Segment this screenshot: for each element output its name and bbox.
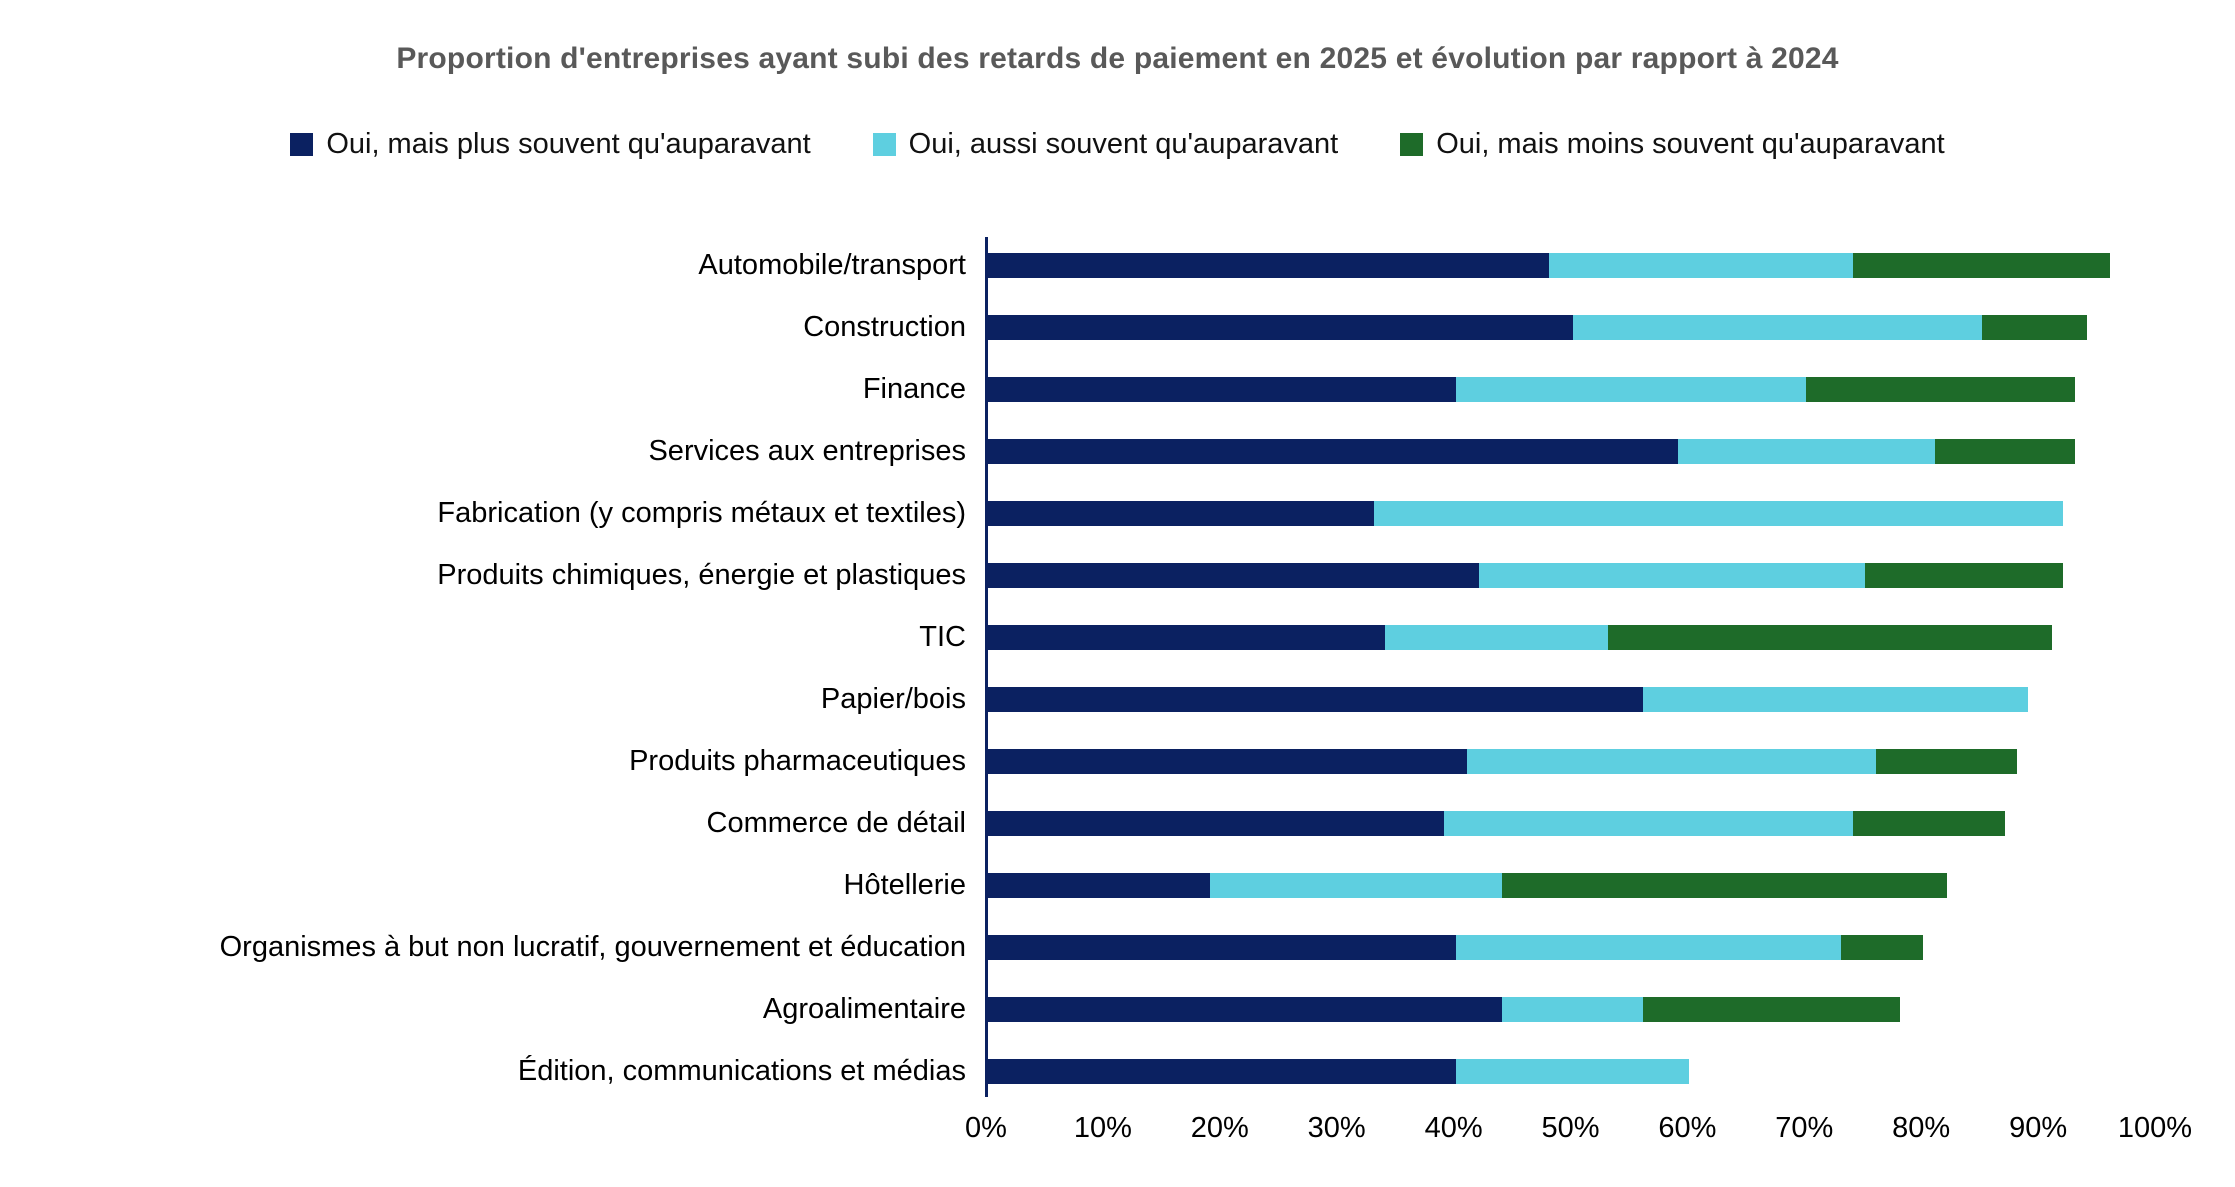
bar-row xyxy=(988,253,2157,278)
bar-segment-series-1 xyxy=(988,439,1678,464)
bar-segment-series-3 xyxy=(1864,563,2064,588)
bar-segment-series-1 xyxy=(988,997,1503,1022)
x-axis-tick-label: 80% xyxy=(1892,1112,1951,1144)
legend-item: Oui, mais plus souvent qu'auparavant xyxy=(290,128,811,161)
bar-segment-series-2 xyxy=(1677,439,1935,464)
bar-segment-series-2 xyxy=(1455,1059,1690,1084)
x-axis-tick-label: 50% xyxy=(1541,1112,1600,1144)
bar-row xyxy=(988,501,2157,526)
bar-row xyxy=(988,687,2157,712)
category-label: Hôtellerie xyxy=(843,869,967,901)
x-axis-tick-label: 0% xyxy=(965,1112,1007,1144)
category-label: Produits pharmaceutiques xyxy=(629,745,966,777)
legend-item: Oui, mais moins souvent qu'auparavant xyxy=(1400,128,1945,161)
x-axis-tick-label: 20% xyxy=(1190,1112,1249,1144)
bar-segment-series-3 xyxy=(1806,377,2076,402)
x-axis-tick-label: 40% xyxy=(1424,1112,1483,1144)
bar-segment-series-2 xyxy=(1385,625,1608,650)
x-axis-tick-label: 90% xyxy=(2009,1112,2068,1144)
category-label: Agroalimentaire xyxy=(762,993,966,1025)
bar-segment-series-2 xyxy=(1467,749,1877,774)
chart-legend: Oui, mais plus souvent qu'auparavant Oui,… xyxy=(0,128,2235,161)
bar-row xyxy=(988,563,2157,588)
bar-row xyxy=(988,997,2157,1022)
bar-segment-series-3 xyxy=(1981,315,2087,340)
category-label: Services aux entreprises xyxy=(648,435,966,467)
bar-segment-series-3 xyxy=(1607,625,2052,650)
bar-segment-series-3 xyxy=(1841,935,1924,960)
x-axis-tick-label: 10% xyxy=(1073,1112,1132,1144)
bar-row xyxy=(988,1059,2157,1084)
category-label: Produits chimiques, énergie et plastique… xyxy=(437,559,966,591)
bar-segment-series-2 xyxy=(1443,811,1854,836)
bar-row xyxy=(988,811,2157,836)
y-axis-line xyxy=(985,237,988,1097)
bar-segment-series-3 xyxy=(1853,811,2006,836)
bar-segment-series-2 xyxy=(1373,501,2064,526)
bar-segment-series-3 xyxy=(1934,439,2076,464)
bar-segment-series-1 xyxy=(988,253,1550,278)
bar-segment-series-1 xyxy=(988,1059,1456,1084)
bar-segment-series-1 xyxy=(988,315,1573,340)
bar-segment-series-2 xyxy=(1478,563,1865,588)
bar-row xyxy=(988,439,2157,464)
bar-segment-series-1 xyxy=(988,687,1643,712)
legend-swatch-icon xyxy=(872,133,896,156)
category-label: Automobile/transport xyxy=(698,249,966,281)
legend-label: Oui, aussi souvent qu'auparavant xyxy=(908,128,1339,160)
x-axis-tick-label: 30% xyxy=(1307,1112,1366,1144)
bar-segment-series-1 xyxy=(988,811,1444,836)
category-label: Fabrication (y compris métaux et textile… xyxy=(437,497,966,529)
bar-segment-series-2 xyxy=(1642,687,2029,712)
bar-row xyxy=(988,935,2157,960)
category-label: Commerce de détail xyxy=(706,807,967,839)
bar-segment-series-2 xyxy=(1572,315,1982,340)
bar-segment-series-3 xyxy=(1642,997,1900,1022)
category-label: Édition, communications et médias xyxy=(517,1055,966,1087)
bar-segment-series-1 xyxy=(988,873,1211,898)
category-label: Finance xyxy=(862,373,966,405)
category-label: Construction xyxy=(803,311,966,343)
bar-row xyxy=(988,873,2157,898)
bar-segment-series-2 xyxy=(1455,377,1807,402)
bar-row xyxy=(988,315,2157,340)
bar-segment-series-3 xyxy=(1876,749,2017,774)
bar-row xyxy=(988,377,2157,402)
legend-swatch-icon xyxy=(290,133,314,156)
bar-segment-series-2 xyxy=(1455,935,1842,960)
legend-item: Oui, aussi souvent qu'auparavant xyxy=(872,128,1339,161)
bar-segment-series-1 xyxy=(988,563,1479,588)
legend-label: Oui, mais moins souvent qu'auparavant xyxy=(1436,128,1945,160)
category-label: TIC xyxy=(919,621,966,653)
legend-swatch-icon xyxy=(1400,133,1424,156)
bar-segment-series-1 xyxy=(988,625,1386,650)
page-title: Proportion d'entreprises ayant subi des … xyxy=(396,42,1839,75)
x-axis-tick-label: 60% xyxy=(1658,1112,1717,1144)
x-axis-tick-label: 100% xyxy=(2117,1112,2193,1144)
bar-segment-series-3 xyxy=(1853,253,2111,278)
bar-row xyxy=(988,625,2157,650)
x-axis-tick-label: 70% xyxy=(1775,1112,1834,1144)
bar-segment-series-2 xyxy=(1210,873,1503,898)
bar-segment-series-2 xyxy=(1502,997,1643,1022)
bar-segment-series-3 xyxy=(1502,873,1947,898)
bar-segment-series-1 xyxy=(988,377,1456,402)
category-label: Organismes à but non lucratif, gouvernem… xyxy=(219,931,966,963)
legend-label: Oui, mais plus souvent qu'auparavant xyxy=(326,128,811,160)
bar-segment-series-1 xyxy=(988,749,1468,774)
bar-segment-series-1 xyxy=(988,935,1456,960)
category-label: Papier/bois xyxy=(820,683,966,715)
bar-row xyxy=(988,749,2157,774)
bar-segment-series-1 xyxy=(988,501,1374,526)
bar-segment-series-2 xyxy=(1549,253,1854,278)
